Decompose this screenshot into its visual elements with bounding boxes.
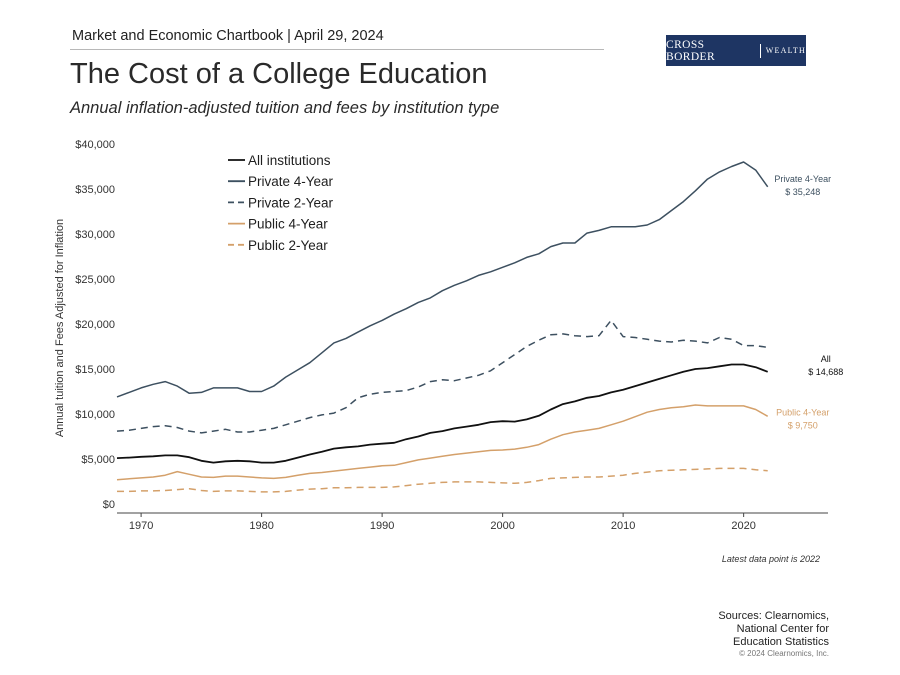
y-tick-label: $5,000 xyxy=(81,454,115,466)
page-title: The Cost of a College Education xyxy=(70,58,488,90)
series-line-all-institutions xyxy=(116,363,769,464)
page-subtitle: Annual inflation-adjusted tuition and fe… xyxy=(70,99,500,117)
chartbook-header: Market and Economic Chartbook | April 29… xyxy=(72,28,384,44)
logo-main-text: CROSS BORDER xyxy=(666,38,716,63)
y-tick-label: $40,000 xyxy=(75,139,115,151)
source-line: Sources: Clearnomics, xyxy=(718,610,829,622)
legend-label: Private 4-Year xyxy=(248,174,334,189)
series-line-private-2-year xyxy=(116,319,768,434)
y-tick-label: $30,000 xyxy=(75,229,115,241)
y-tick-label: $35,000 xyxy=(75,184,115,196)
legend-label: Public 2-Year xyxy=(248,238,328,253)
cross-border-wealth-logo: CROSS BORDER WEALTH xyxy=(666,35,806,66)
y-axis-label: Annual tuition and Fees Adjusted for Inf… xyxy=(54,219,66,437)
x-tick-label: 1990 xyxy=(370,520,394,532)
end-label-value: $ 14,688 xyxy=(808,367,843,377)
series-line-private-4-year xyxy=(116,161,769,398)
x-tick-label: 1970 xyxy=(129,520,153,532)
y-tick-label: $15,000 xyxy=(75,364,115,376)
source-line: Education Statistics xyxy=(733,636,829,648)
series-line-public-4-year xyxy=(116,404,769,481)
y-tick-label: $20,000 xyxy=(75,319,115,331)
end-label-value: $ 9,750 xyxy=(788,420,818,430)
y-tick-label: $0 xyxy=(103,499,115,511)
x-tick-label: 1980 xyxy=(249,520,273,532)
y-tick-label: $10,000 xyxy=(75,409,115,421)
data-note: Latest data point is 2022 xyxy=(721,554,820,564)
end-label-name: Public 4-Year xyxy=(776,407,829,417)
sources-block: Sources: Clearnomics, National Center fo… xyxy=(718,610,829,649)
x-tick-label: 2000 xyxy=(490,520,514,532)
header-divider xyxy=(70,49,604,50)
logo-separator xyxy=(759,43,761,58)
end-label-name: All xyxy=(821,354,831,364)
copyright: © 2024 Clearnomics, Inc. xyxy=(739,649,829,658)
x-tick-label: 2020 xyxy=(731,520,755,532)
end-label-name: Private 4-Year xyxy=(774,174,831,184)
series-line-public-2-year xyxy=(117,467,768,493)
legend-label: All institutions xyxy=(248,153,331,168)
end-label-value: $ 35,248 xyxy=(785,187,820,197)
legend-label: Private 2-Year xyxy=(248,195,334,210)
x-tick-label: 2010 xyxy=(611,520,635,532)
y-tick-label: $25,000 xyxy=(75,274,115,286)
source-line: National Center for xyxy=(736,623,829,635)
legend-label: Public 4-Year xyxy=(248,217,328,232)
logo-sub-text: WEALTH xyxy=(765,46,806,55)
